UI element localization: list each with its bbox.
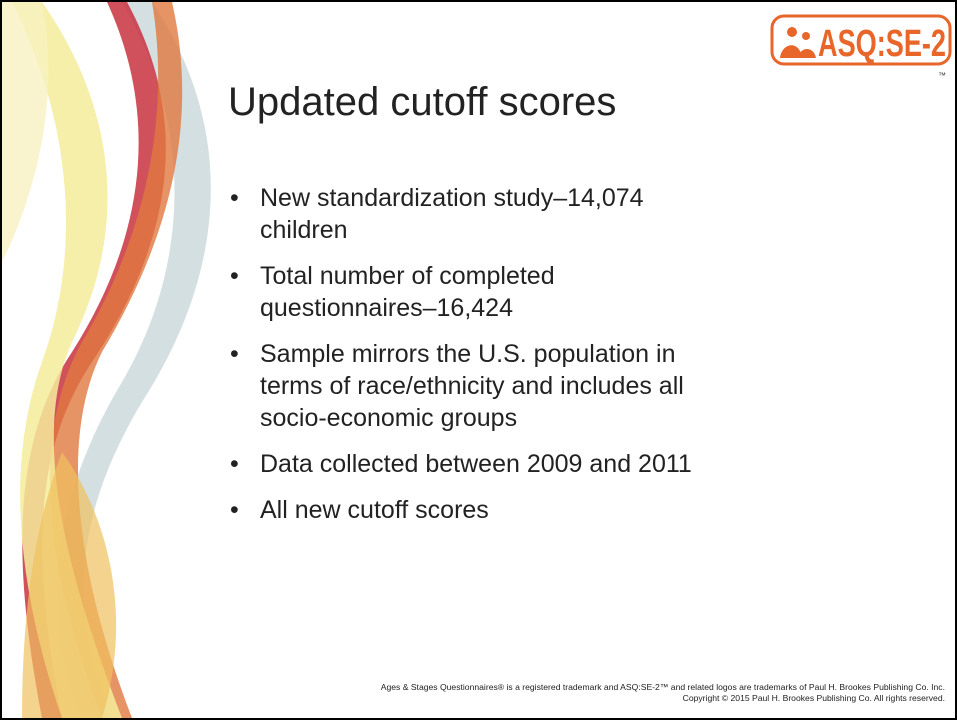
footer-line: Copyright © 2015 Paul H. Brookes Publish… bbox=[682, 693, 945, 703]
bullet-line: socio-economic groups bbox=[260, 404, 518, 432]
bullet-item: Data collected between 2009 and 2011 bbox=[228, 448, 692, 480]
bullet-line: Data collected between 2009 and 2011 bbox=[260, 450, 692, 478]
bullet-item: All new cutoff scores bbox=[228, 494, 692, 526]
bullet-line: All new cutoff scores bbox=[260, 496, 489, 524]
logo-trademark: ™ bbox=[938, 71, 946, 80]
logo-icon bbox=[787, 27, 797, 37]
bullet-line: Sample mirrors the U.S. population in bbox=[260, 340, 676, 368]
bullet-item: New standardization study–14,074 children bbox=[228, 182, 692, 246]
bullet-line: children bbox=[260, 216, 348, 244]
bullet-item: Total number of completed questionnaires–… bbox=[228, 260, 692, 324]
bullet-line: Total number of completed bbox=[260, 262, 555, 290]
logo: ASQ:SE-2 ™ bbox=[770, 14, 952, 80]
decorative-ribbons bbox=[2, 2, 211, 718]
bullet-line: terms of race/ethnicity and includes all bbox=[260, 372, 684, 400]
slide-title: Updated cutoff scores bbox=[228, 80, 617, 124]
bullet-line: questionnaires–16,424 bbox=[260, 294, 513, 322]
footer: Ages & Stages Questionnaires® is a regis… bbox=[381, 682, 945, 704]
logo-frame bbox=[770, 14, 952, 66]
footer-line: Ages & Stages Questionnaires® is a regis… bbox=[380, 682, 945, 692]
bullet-list: New standardization study–14,074 children… bbox=[228, 182, 692, 540]
logo-icon bbox=[802, 32, 810, 40]
bullet-item: Sample mirrors the U.S. population in ter… bbox=[228, 338, 692, 434]
logo-icon bbox=[780, 45, 816, 58]
logo-text: ASQ:SE-2 bbox=[818, 23, 946, 65]
bullet-line: New standardization study–14,074 bbox=[260, 184, 644, 212]
